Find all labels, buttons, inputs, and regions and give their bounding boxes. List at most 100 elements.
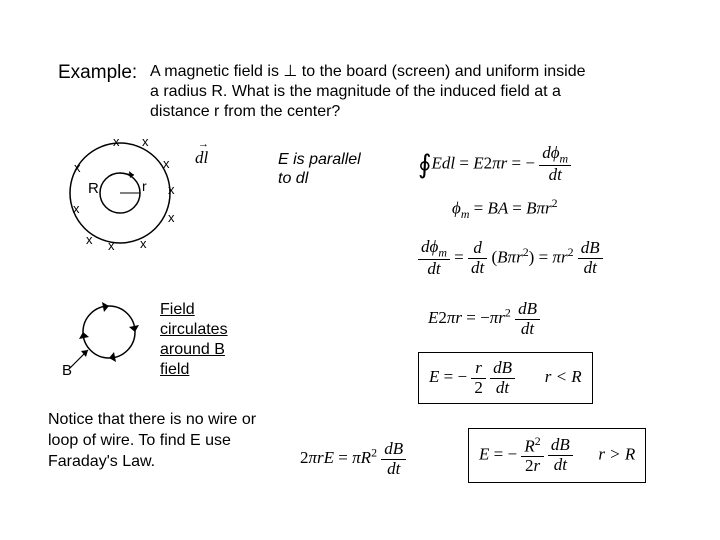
field-svg [60,138,210,268]
x-mark: x [113,134,120,149]
f3: Faraday's Law. [48,453,155,470]
e-parallel-note: E is parallel to dl [278,150,361,188]
e5f: dt [490,379,515,398]
c3: around B [160,341,225,358]
label-R: R [88,180,99,197]
e6i: dt [381,460,406,479]
e5g: r < R [545,367,582,386]
x-mark: x [74,160,81,175]
e6a: 2 [300,448,309,467]
x-mark: x [142,134,149,149]
eq2: ϕm = BA = Bπr2 [452,196,558,222]
e4e: − [480,308,490,327]
circulation-text: Field circulates around B field [160,300,228,380]
e4a: E [428,308,438,327]
e4i: dB [515,300,540,320]
dl-text: dl [195,148,208,167]
e6g: 2 [371,445,377,459]
e7h: dt [548,456,573,475]
x-mark: x [168,210,175,225]
c2: circulates [160,321,228,338]
e3c: dt [418,260,450,279]
ep1: E is parallel [278,151,361,168]
e5e: dB [490,359,515,379]
e3l: 2 [568,245,574,259]
eq6: 2πrE = πR2 dBdt [300,440,406,478]
e1f: − [525,154,535,173]
e1g: dϕ [542,143,559,162]
e4h: 2 [505,305,511,319]
footer-note: Notice that there is no wire or loop of … [48,410,256,472]
circ-svg [64,300,154,378]
e7d: 2 [535,434,541,448]
x-mark: x [86,232,93,247]
diagram-field-region: x x x x x x x x x x R r →dl [60,138,210,272]
e4d: r [455,308,462,327]
e2f: π [536,199,545,218]
e2g: r [545,199,552,218]
e3j: π [552,248,561,267]
e1i: dt [539,166,571,185]
e2h: 2 [552,196,558,210]
e1a: Edl [432,154,456,173]
c4: field [160,361,189,378]
e6b: π [309,448,318,467]
e3f: B [497,248,507,267]
e3b: m [438,245,447,259]
e4f: π [490,308,499,327]
e3k: r [561,248,568,267]
e6d: E [324,448,334,467]
label-dl: →dl [195,148,208,168]
t1: A magnetic field is [150,63,283,80]
label-r: r [142,178,147,194]
e6e: π [352,448,361,467]
e4j: dt [515,320,540,339]
e3g: π [508,248,517,267]
e4g: r [498,308,505,327]
eq4: E2πr = −πr2 dBdt [428,300,540,338]
e2d: A [498,199,508,218]
x-mark: x [163,156,170,171]
eq3: dϕmdt = ddt (Bπr2) = πr2 dBdt [418,238,603,279]
e2b: m [461,207,470,221]
e3a: dϕ [421,237,438,256]
e2a: ϕ [452,199,461,218]
e7f: r [533,456,540,475]
e5a: E [429,367,439,386]
e7g: dB [548,436,573,456]
e3e: dt [468,259,487,278]
t2: a radius R. What is the magnitude of the… [150,83,561,100]
e1d: π [492,154,501,173]
example-label: Example: [58,62,137,84]
e7b: − [507,444,517,463]
e3h: r [516,248,523,267]
e6f: R [361,448,371,467]
e5b: − [457,367,467,386]
x-mark: x [168,182,175,197]
eq5-box: E = − r2 dBdt r < R [418,352,593,404]
t3: distance r from the center? [150,103,340,120]
e1e: r [501,154,508,173]
t1b: to the board (screen) and uniform inside [297,63,585,80]
x-mark: x [140,236,147,251]
e5d: 2 [471,379,486,398]
ep2: to dl [278,170,308,187]
e6c: r [317,448,324,467]
diagram-circulation: B [64,300,154,382]
e5c: r [471,359,486,379]
f2: loop of wire. To find E use [48,432,231,449]
eq7-box: E = − R22r dBdt r > R [468,428,646,483]
e3m: dB [578,239,603,259]
e7i: r > R [598,444,635,463]
perp: ⊥ [283,63,297,80]
problem-text: A magnetic field is ⊥ to the board (scre… [150,62,586,122]
e2c: B [488,199,498,218]
x-mark: x [73,201,80,216]
e2e: B [526,199,536,218]
e3d: d [468,239,487,259]
e1h: m [560,151,569,165]
x-mark: x [108,238,115,253]
e1b: E [473,154,483,173]
e6h: dB [381,440,406,460]
e4b: 2 [438,308,447,327]
